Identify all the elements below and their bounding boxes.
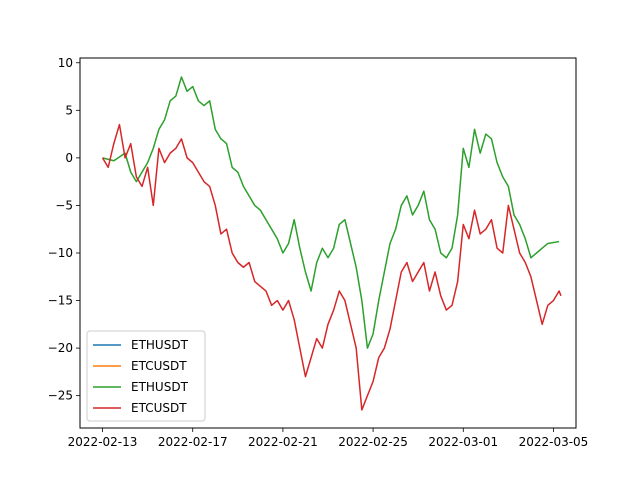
legend: ETHUSDT ETCUSDT ETHUSDT ETCUSDT — [86, 330, 206, 422]
x-tick-label: 2022-02-25 — [338, 435, 408, 449]
x-tick-label: 2022-03-01 — [428, 435, 498, 449]
legend-box — [86, 330, 206, 422]
x-axis: 2022-02-13 2022-02-17 2022-02-21 2022-02-25… — [68, 428, 589, 449]
y-tick-label: 10 — [58, 56, 73, 70]
y-tick-label: 0 — [65, 151, 73, 165]
x-tick-label: 2022-02-21 — [248, 435, 318, 449]
y-tick-label: −15 — [48, 294, 73, 308]
y-tick-label: 5 — [65, 103, 73, 117]
series-line-ethusdt-2 — [102, 76, 560, 349]
axes-frame — [79, 57, 577, 429]
x-tick-label: 2022-02-17 — [158, 435, 228, 449]
plot-lines — [101, 76, 562, 411]
y-tick-label: −20 — [48, 341, 73, 355]
series-line-etcusdt-3 — [101, 123, 562, 411]
legend-label: ETCUSDT — [131, 359, 187, 373]
y-tick-label: −10 — [48, 246, 73, 260]
y-tick-label: −25 — [48, 389, 73, 403]
y-tick-label: −5 — [55, 198, 73, 212]
y-axis: 10 5 0 −5 −10 −15 −20 −25 — [48, 56, 80, 403]
x-tick-label: 2022-03-05 — [519, 435, 589, 449]
legend-label: ETHUSDT — [131, 338, 189, 352]
legend-label: ETCUSDT — [131, 401, 187, 415]
legend-label: ETHUSDT — [131, 380, 189, 394]
x-tick-label: 2022-02-13 — [68, 435, 138, 449]
